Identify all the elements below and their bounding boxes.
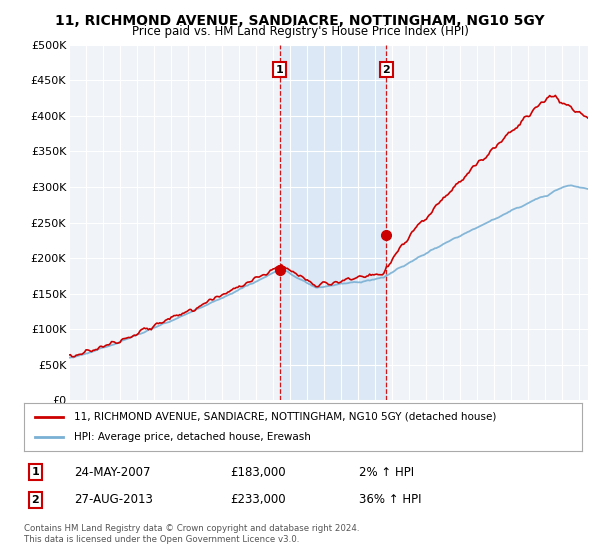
Text: 11, RICHMOND AVENUE, SANDIACRE, NOTTINGHAM, NG10 5GY (detached house): 11, RICHMOND AVENUE, SANDIACRE, NOTTINGH… bbox=[74, 412, 497, 422]
Text: 27-AUG-2013: 27-AUG-2013 bbox=[74, 493, 153, 506]
Text: £233,000: £233,000 bbox=[230, 493, 286, 506]
Text: Price paid vs. HM Land Registry's House Price Index (HPI): Price paid vs. HM Land Registry's House … bbox=[131, 25, 469, 38]
Text: 2% ↑ HPI: 2% ↑ HPI bbox=[359, 465, 414, 479]
Text: 36% ↑ HPI: 36% ↑ HPI bbox=[359, 493, 421, 506]
Text: Contains HM Land Registry data © Crown copyright and database right 2024.
This d: Contains HM Land Registry data © Crown c… bbox=[24, 524, 359, 544]
Text: 24-MAY-2007: 24-MAY-2007 bbox=[74, 465, 151, 479]
Text: 2: 2 bbox=[31, 495, 39, 505]
Text: 11, RICHMOND AVENUE, SANDIACRE, NOTTINGHAM, NG10 5GY: 11, RICHMOND AVENUE, SANDIACRE, NOTTINGH… bbox=[55, 14, 545, 28]
Text: 1: 1 bbox=[31, 467, 39, 477]
Text: 2: 2 bbox=[382, 65, 390, 74]
Text: HPI: Average price, detached house, Erewash: HPI: Average price, detached house, Erew… bbox=[74, 432, 311, 442]
Text: 1: 1 bbox=[276, 65, 284, 74]
Text: £183,000: £183,000 bbox=[230, 465, 286, 479]
Bar bbox=[280, 45, 386, 400]
